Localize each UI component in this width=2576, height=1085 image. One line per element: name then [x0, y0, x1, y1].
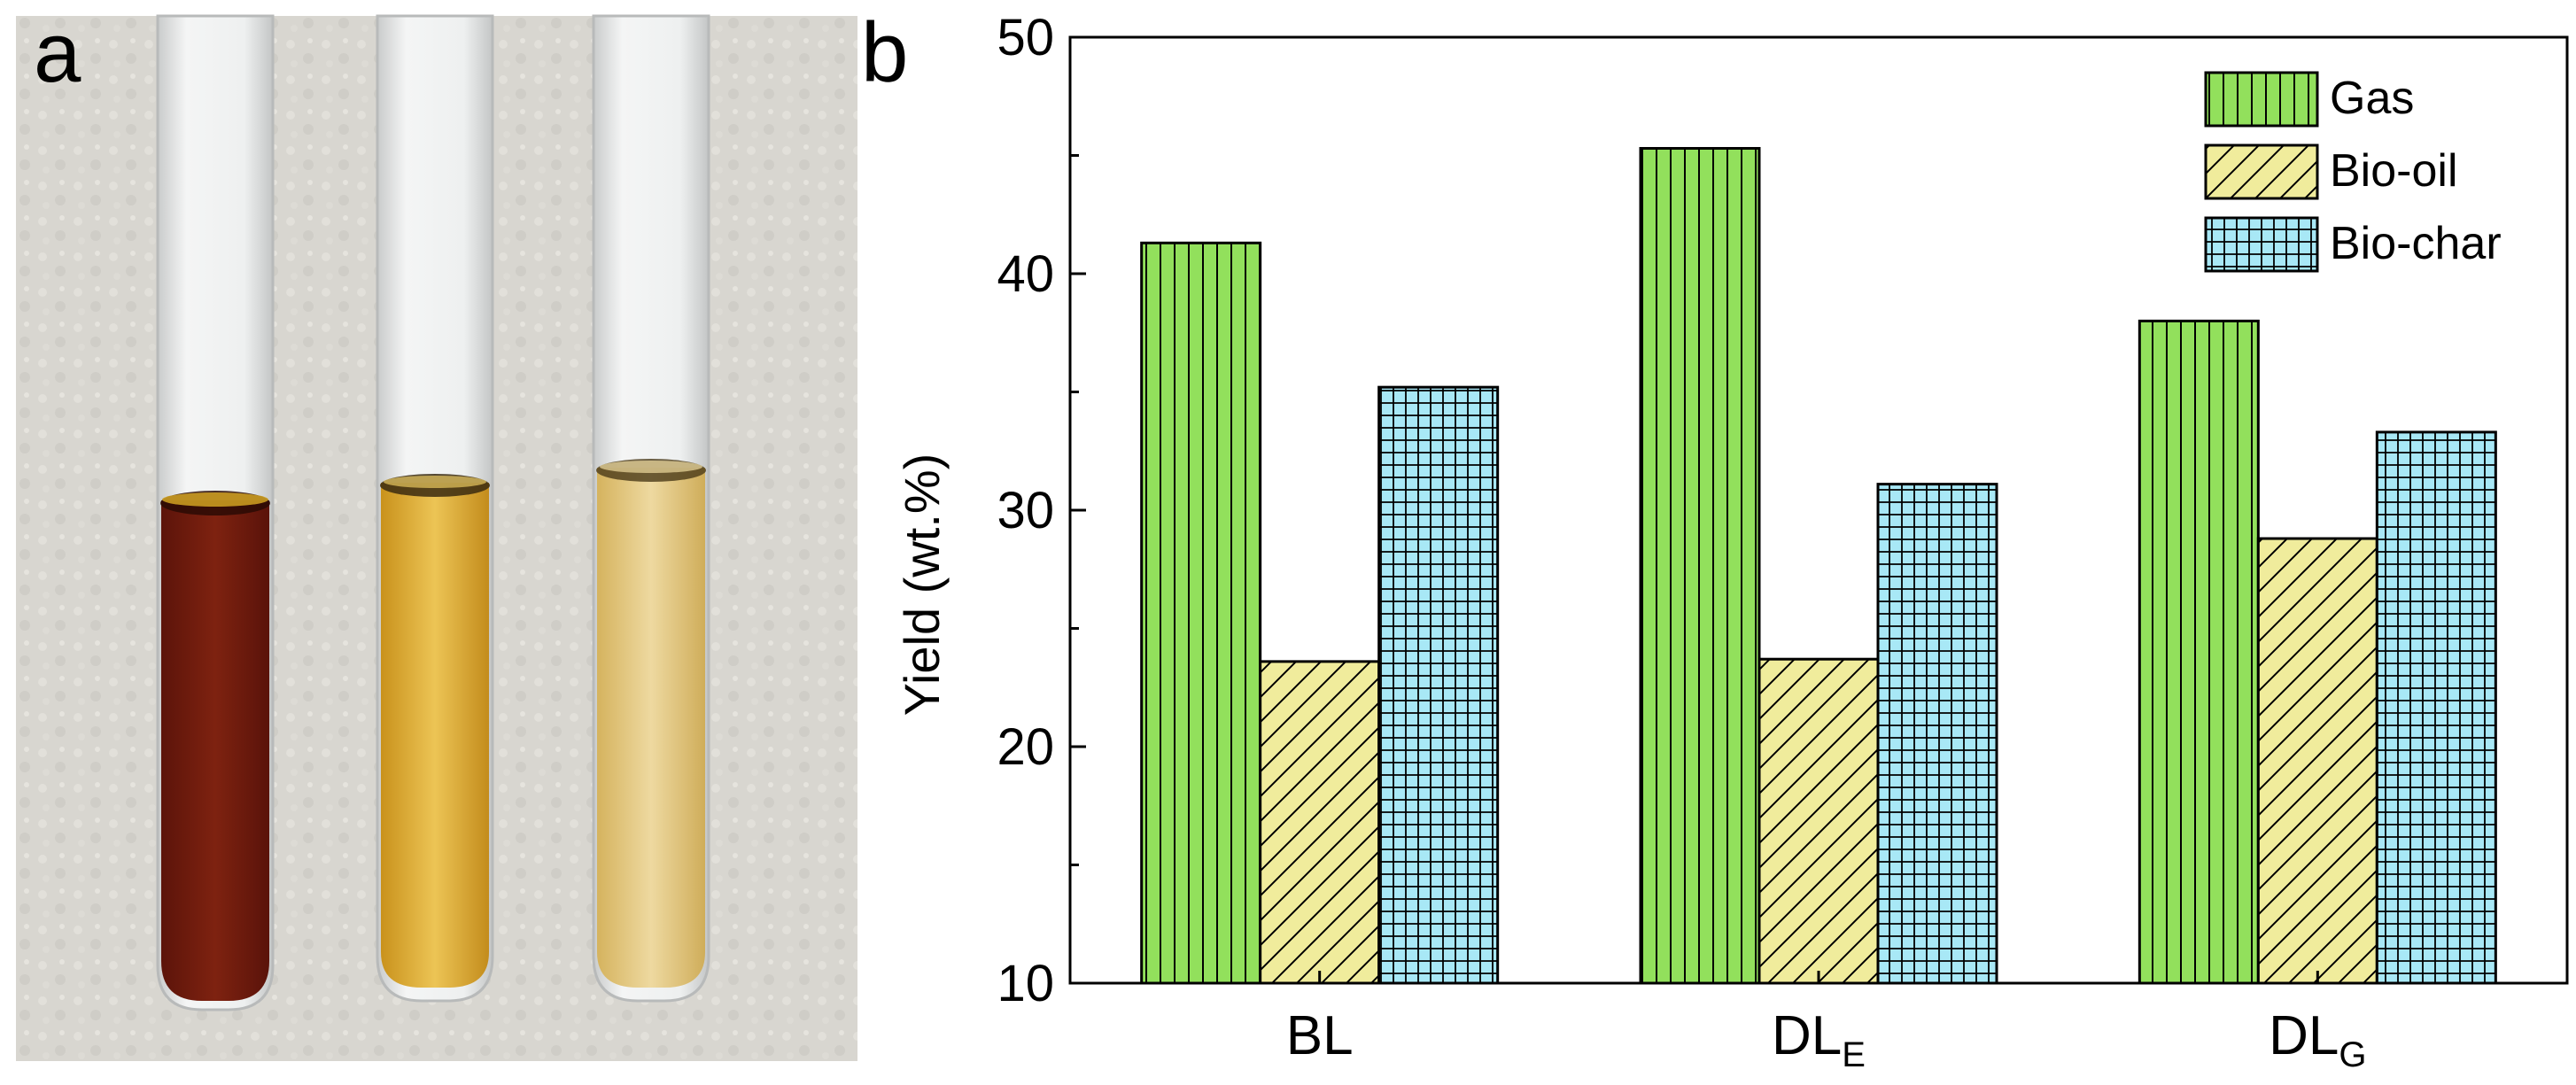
- y-tick-label: 50: [997, 9, 1054, 66]
- tube-3-liquid: [597, 468, 705, 988]
- x-tick-label: DLG: [2269, 1005, 2366, 1074]
- bar-gas-dlg: [2138, 319, 2260, 985]
- bar-gas-bl: [1140, 241, 1262, 985]
- tube-2-liquid: [381, 483, 489, 988]
- y-tick-label: 40: [997, 245, 1054, 303]
- legend-label-gas: Gas: [2330, 73, 2414, 124]
- bar-bio-oil-dlg: [2256, 537, 2378, 985]
- test-tubes-photo: a: [16, 5, 857, 1061]
- x-tick-label: DLE: [1772, 1005, 1866, 1074]
- y-tick-label: 30: [997, 482, 1054, 539]
- bar-bio-char-dle: [1876, 483, 1998, 985]
- bar-bio-oil-dle: [1757, 657, 1880, 985]
- bar-gas-dle: [1639, 146, 1761, 985]
- photo-panel: a: [0, 0, 859, 1081]
- bar-bio-char-bl: [1377, 385, 1500, 985]
- test-tube-3: [592, 14, 710, 1003]
- bar-bio-oil-bl: [1259, 660, 1381, 985]
- legend-swatch-bio-char: [2204, 216, 2319, 273]
- legend-label-bio-char: Bio-char: [2330, 218, 2502, 269]
- x-tick-label: BL: [1286, 1005, 1354, 1066]
- y-tick-label: 10: [997, 955, 1054, 1012]
- test-tube-1: [156, 14, 275, 1011]
- test-tube-2: [376, 14, 494, 1003]
- panel-label-a: a: [34, 5, 81, 100]
- y-axis-label: Yield (wt.%): [894, 453, 950, 717]
- legend-label-bio-oil: Bio-oil: [2330, 145, 2458, 197]
- chart-panel: b BL DLE DLG 10 20 30 40 50 Gas Bio-oil Bio-char …: [842, 0, 2576, 1081]
- legend-swatch-gas: [2204, 71, 2319, 128]
- bar-bio-char-dlg: [2375, 430, 2497, 985]
- legend-swatch-bio-oil: [2204, 143, 2319, 200]
- panel-label-b: b: [861, 5, 908, 100]
- tube-1-liquid: [161, 500, 269, 1001]
- y-tick-label: 20: [997, 718, 1054, 776]
